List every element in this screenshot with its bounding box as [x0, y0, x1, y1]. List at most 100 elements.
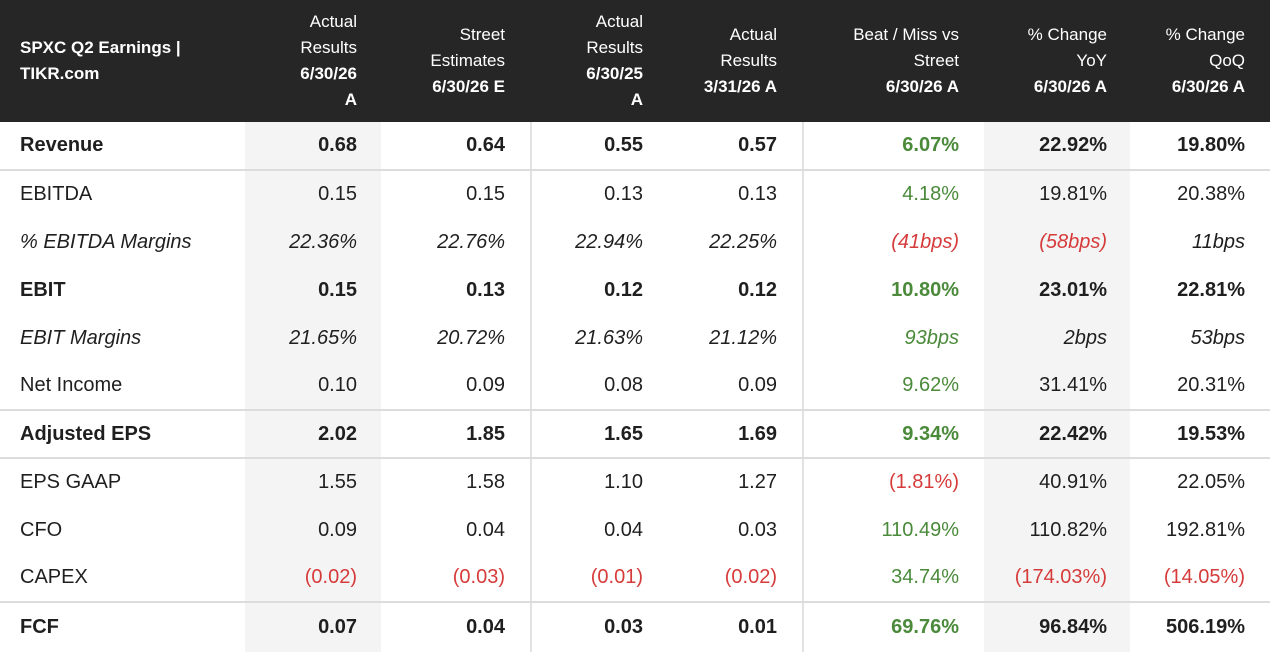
col-header-street-estimates: Street Estimates 6/30/26 E — [375, 0, 505, 122]
cell-change-yoy: (174.03%) — [1014, 566, 1107, 588]
cell-actual-q2-26: 1.55 — [318, 471, 357, 493]
cell-change-qoq: (14.05%) — [1163, 566, 1245, 588]
row-label: Revenue — [20, 134, 104, 156]
cell-actual-q2-25: 1.65 — [604, 422, 643, 445]
cell-actual-q2-26: 0.15 — [318, 183, 357, 205]
cell-change-qoq: 506.19% — [1166, 616, 1245, 638]
cell-actual-q1-26: (0.02) — [724, 566, 777, 588]
col-header-line: Actual — [309, 12, 357, 31]
cell-actual-q2-25: (0.01) — [590, 566, 643, 588]
row-label: Net Income — [20, 374, 123, 396]
table-row-revenue: Revenue 0.68 0.64 0.55 0.57 6.07% 22.92%… — [0, 122, 1270, 169]
cell-change-yoy: 23.01% — [1039, 278, 1107, 301]
cell-change-qoq: 20.38% — [1177, 183, 1245, 205]
col-header-line: A — [344, 90, 357, 109]
col-header-line: Street — [459, 25, 505, 44]
cell-change-qoq: 22.81% — [1177, 278, 1245, 301]
col-header-line: Results — [720, 51, 777, 70]
col-header-line: Street — [913, 51, 959, 70]
cell-beat-miss: 6.07% — [902, 134, 959, 156]
col-header-line: 6/30/26 E — [432, 77, 505, 96]
cell-actual-q2-25: 0.08 — [604, 374, 643, 396]
col-header-line: Beat / Miss vs — [853, 25, 959, 44]
cell-actual-q1-26: 0.13 — [738, 183, 777, 205]
cell-actual-q2-26: 2.02 — [318, 422, 357, 445]
col-header-line: Results — [586, 38, 643, 57]
cell-actual-q2-26: 0.15 — [318, 278, 357, 301]
cell-beat-miss: 110.49% — [881, 518, 959, 541]
col-header-line: Actual — [729, 25, 777, 44]
col-header-line: 6/30/26 A — [1033, 77, 1107, 96]
col-header-line: A — [630, 90, 643, 109]
table-row-ebit-margins: EBIT Margins 21.65% 20.72% 21.63% 21.12%… — [0, 314, 1270, 362]
cell-actual-q1-26: 1.69 — [738, 422, 777, 445]
cell-actual-q2-26: 0.07 — [318, 616, 357, 638]
row-separator — [0, 601, 1270, 603]
cell-actual-q2-26: 22.36% — [289, 230, 357, 253]
cell-actual-q1-26: 0.12 — [738, 278, 777, 301]
col-header-line: 6/30/26 — [300, 64, 357, 83]
cell-change-yoy: 40.91% — [1039, 471, 1107, 493]
cell-street-estimate: 0.15 — [466, 183, 505, 205]
col-header-change-qoq: % Change QoQ 6/30/26 A — [1115, 0, 1245, 122]
cell-actual-q2-25: 1.10 — [604, 471, 643, 493]
table-title: SPXC Q2 Earnings | TIKR.com — [20, 0, 220, 122]
cell-change-qoq: 19.53% — [1177, 422, 1245, 445]
cell-change-qoq: 20.31% — [1177, 374, 1245, 396]
cell-change-qoq: 19.80% — [1177, 134, 1245, 156]
column-divider — [802, 122, 804, 652]
column-shade-yoy — [984, 122, 1130, 652]
table-row-fcf: FCF 0.07 0.04 0.03 0.01 69.76% 96.84% 50… — [0, 603, 1270, 652]
cell-actual-q2-25: 0.12 — [604, 278, 643, 301]
cell-change-yoy: 19.81% — [1039, 183, 1107, 205]
table-title-line1: SPXC Q2 Earnings | — [20, 38, 181, 57]
cell-street-estimate: 0.04 — [466, 518, 505, 541]
cell-street-estimate: 22.76% — [437, 230, 505, 253]
row-label: EBITDA — [20, 183, 93, 205]
cell-street-estimate: 0.04 — [466, 616, 505, 638]
col-header-change-yoy: % Change YoY 6/30/26 A — [977, 0, 1107, 122]
table-row-ebit: EBIT 0.15 0.13 0.12 0.12 10.80% 23.01% 2… — [0, 266, 1270, 314]
col-header-line: 6/30/26 A — [885, 77, 959, 96]
row-label: CAPEX — [20, 566, 88, 588]
row-label: Adjusted EPS — [20, 422, 152, 445]
cell-street-estimate: 0.09 — [466, 374, 505, 396]
column-shade-actual — [245, 122, 381, 652]
cell-street-estimate: 1.85 — [466, 422, 505, 445]
cell-beat-miss: 93bps — [904, 326, 960, 349]
cell-actual-q1-26: 1.27 — [738, 471, 777, 493]
cell-beat-miss: 4.18% — [902, 183, 959, 205]
cell-actual-q2-25: 0.04 — [604, 518, 643, 541]
table-header: SPXC Q2 Earnings | TIKR.com Actual Resul… — [0, 0, 1270, 122]
col-header-line: 6/30/26 A — [1171, 77, 1245, 96]
table-row-net-income: Net Income 0.10 0.09 0.08 0.09 9.62% 31.… — [0, 362, 1270, 409]
cell-beat-miss: 10.80% — [891, 278, 959, 301]
cell-beat-miss: (41bps) — [891, 230, 959, 253]
column-divider — [530, 122, 532, 652]
cell-beat-miss: 69.76% — [891, 616, 959, 638]
cell-change-qoq: 192.81% — [1166, 518, 1245, 541]
row-label: % EBITDA Margins — [20, 230, 192, 253]
cell-change-yoy: (58bps) — [1039, 230, 1107, 253]
table-row-adjusted-eps: Adjusted EPS 2.02 1.85 1.65 1.69 9.34% 2… — [0, 411, 1270, 457]
col-header-line: Results — [300, 38, 357, 57]
cell-actual-q2-26: 0.09 — [318, 518, 357, 541]
row-label: EBIT Margins — [20, 326, 142, 349]
cell-actual-q1-26: 0.09 — [738, 374, 777, 396]
cell-actual-q2-26: 21.65% — [289, 326, 357, 349]
cell-change-yoy: 2bps — [1063, 326, 1107, 349]
cell-change-qoq: 53bps — [1190, 326, 1246, 349]
cell-street-estimate: 0.64 — [466, 134, 505, 156]
col-header-actual-q2-25: Actual Results 6/30/25 A — [523, 0, 643, 122]
col-header-line: YoY — [1076, 51, 1107, 70]
cell-actual-q2-25: 0.13 — [604, 183, 643, 205]
cell-change-qoq: 22.05% — [1177, 471, 1245, 493]
row-label: FCF — [20, 616, 59, 638]
cell-beat-miss: (1.81%) — [888, 471, 959, 493]
col-header-beat-miss: Beat / Miss vs Street 6/30/26 A — [799, 0, 959, 122]
row-label: EBIT — [20, 278, 66, 301]
col-header-line: Estimates — [430, 51, 505, 70]
cell-change-yoy: 22.42% — [1039, 422, 1107, 445]
cell-change-yoy: 22.92% — [1039, 134, 1107, 156]
